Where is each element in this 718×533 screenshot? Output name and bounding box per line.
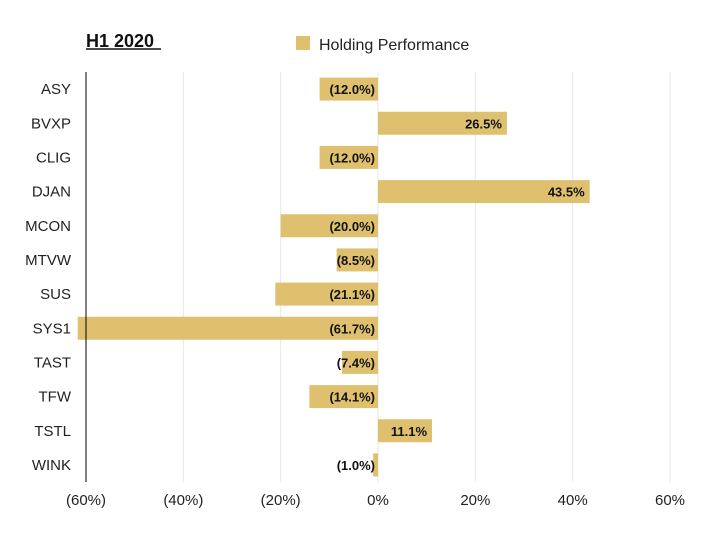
category-label: TAST	[34, 354, 71, 371]
data-label: (14.1%)	[329, 390, 375, 405]
category-label: SUS	[40, 286, 71, 303]
bar-sys1	[77, 316, 378, 340]
data-label: (7.4%)	[337, 355, 375, 370]
data-label: 43.5%	[548, 185, 585, 200]
bar-bvxp	[378, 111, 507, 135]
category-label: ASY	[41, 81, 71, 98]
bar-clig	[319, 145, 378, 169]
bar-wink	[373, 453, 378, 477]
category-label: TFW	[39, 389, 72, 406]
category-label: MCON	[25, 218, 71, 235]
bar-sus	[275, 282, 378, 306]
category-label: CLIG	[36, 149, 71, 166]
chart-title: H1 2020	[86, 31, 154, 51]
x-tick-label: (40%)	[163, 492, 203, 509]
x-tick-label: 20%	[460, 492, 490, 509]
bar-asy	[319, 77, 378, 101]
x-tick-label: 40%	[558, 492, 588, 509]
data-label: (20.0%)	[329, 219, 375, 234]
gridlines	[182, 72, 671, 482]
category-label: SYS1	[33, 320, 71, 337]
category-labels: ASY BVXP CLIG DJAN MCON MTVW SUS SYS1 TAST TFW TST…	[25, 81, 72, 474]
data-label: (12.0%)	[329, 82, 375, 97]
data-labels: (12.0%) 26.5% (12.0%) 43.5% (20.0%) (8.5%) (21…	[329, 82, 585, 473]
category-label: TSTL	[34, 423, 71, 440]
category-label: MTVW	[25, 252, 72, 269]
x-tick-labels: (60%) (40%) (20%) 0% 20% 40% 60%	[66, 492, 685, 509]
data-label: (1.0%)	[337, 458, 375, 473]
x-tick-label: (20%)	[261, 492, 301, 509]
bars	[77, 77, 590, 477]
bar-mtvw	[336, 248, 378, 272]
data-label: (61.7%)	[329, 321, 375, 336]
bar-mcon	[280, 214, 378, 238]
x-tick-label: (60%)	[66, 492, 106, 509]
legend-label: Holding Performance	[319, 37, 469, 54]
bar-djan	[378, 180, 590, 204]
x-tick-label: 60%	[655, 492, 685, 509]
category-label: BVXP	[31, 115, 71, 132]
bar-tfw	[309, 385, 378, 409]
category-label: WINK	[32, 457, 71, 474]
data-label: (21.1%)	[329, 287, 375, 302]
data-label: 26.5%	[465, 116, 502, 131]
category-label: DJAN	[32, 184, 71, 201]
x-tick-label: 0%	[367, 492, 389, 509]
bar-tast	[341, 350, 378, 374]
bar-tstl	[378, 419, 433, 443]
data-label: (8.5%)	[337, 253, 375, 268]
legend-swatch	[296, 36, 310, 50]
data-label: (12.0%)	[329, 150, 375, 165]
data-label: 11.1%	[391, 424, 428, 439]
